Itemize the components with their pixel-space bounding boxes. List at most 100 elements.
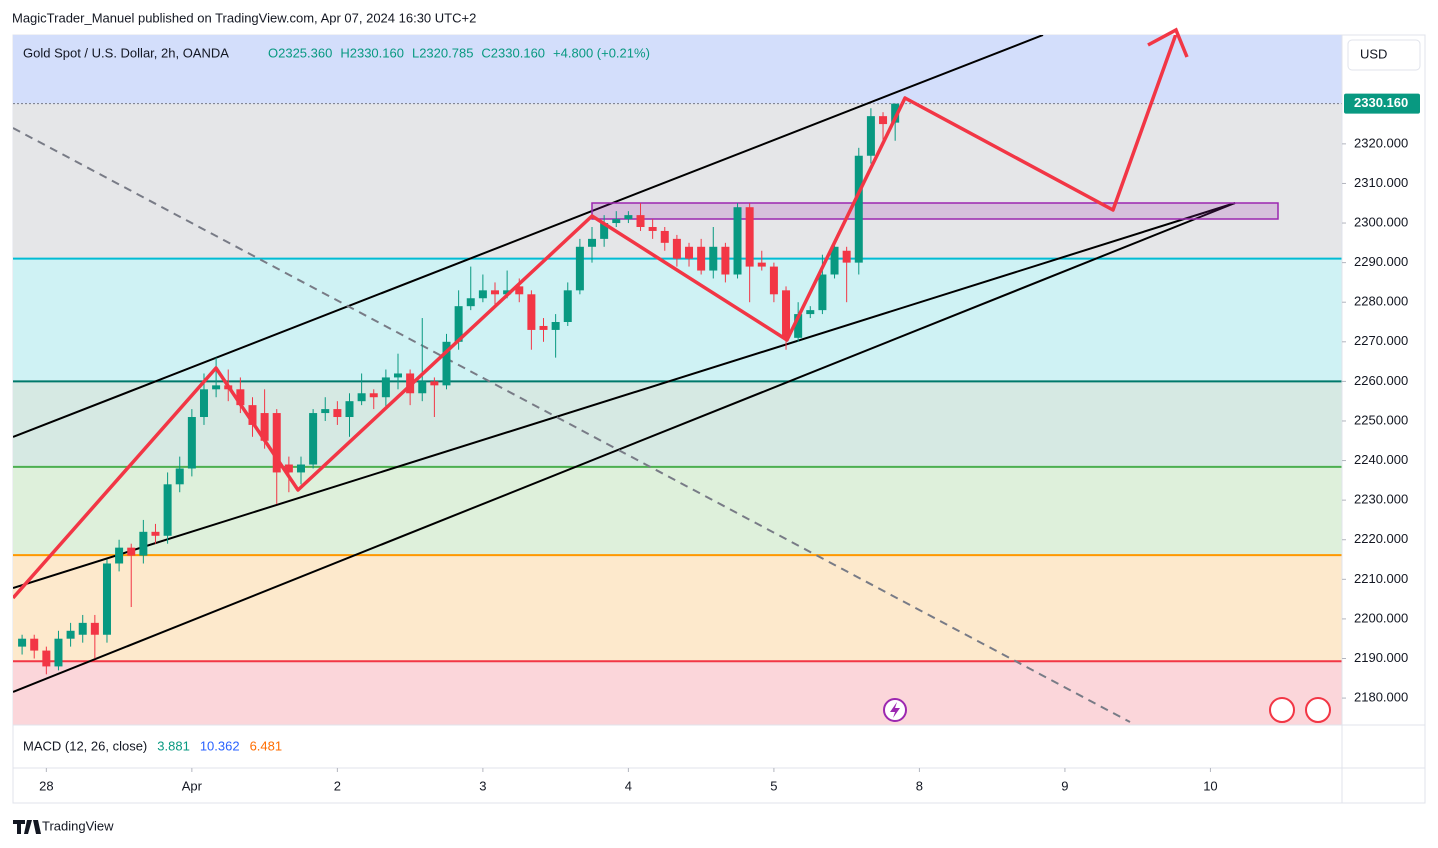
candle-body <box>612 219 621 224</box>
candle-body <box>102 563 111 635</box>
candle-body <box>333 409 342 418</box>
candle-body <box>248 405 257 425</box>
candle-body <box>66 630 75 639</box>
candle-body <box>345 401 354 418</box>
band <box>13 661 1342 725</box>
candle-body <box>685 246 694 259</box>
currency[interactable]: USD <box>1360 46 1387 61</box>
candle-body <box>745 207 754 267</box>
arrow-head <box>1147 27 1189 58</box>
candle-body <box>199 389 208 418</box>
ohlc-value: L2320.785 <box>412 45 473 60</box>
drawings <box>13 35 1279 723</box>
candle-body <box>357 393 366 402</box>
x-tick-label: 3 <box>479 778 486 793</box>
candle-body <box>636 215 645 227</box>
candle-body <box>624 215 633 220</box>
price-tag <box>1344 93 1420 114</box>
flag-icon[interactable] <box>1269 697 1295 723</box>
candle-body <box>697 246 706 271</box>
trend-line <box>13 202 1236 589</box>
candle-body <box>854 155 863 263</box>
candle-body <box>321 409 330 414</box>
band <box>13 466 1342 556</box>
candle-body <box>454 306 463 342</box>
y-tick-label: 2310.000 <box>1354 175 1408 190</box>
y-tick-label: 2210.000 <box>1354 571 1408 586</box>
candle-body <box>127 547 136 556</box>
candle-body <box>806 310 815 315</box>
y-tick-label: 2280.000 <box>1354 294 1408 309</box>
candle-body <box>296 464 305 473</box>
candle-body <box>563 290 572 323</box>
candle-body <box>842 250 851 263</box>
zone <box>591 202 1279 220</box>
candle-body <box>769 266 778 295</box>
candle-body <box>442 341 451 386</box>
candle-body <box>272 413 281 473</box>
ohlc-value: H2330.160 <box>340 45 404 60</box>
y-tick-label: 2300.000 <box>1354 214 1408 229</box>
candle-body <box>491 290 500 295</box>
candle-body <box>163 484 172 536</box>
candle-body <box>539 325 548 330</box>
y-tick-label: 2190.000 <box>1354 650 1408 665</box>
candle-body <box>879 116 888 125</box>
candle-body <box>672 238 681 259</box>
y-tick-label: 2240.000 <box>1354 452 1408 467</box>
candle-body <box>139 531 148 556</box>
bolt <box>890 702 900 718</box>
price-tag-label: 2330.160 <box>1354 95 1408 110</box>
y-tick-label: 2180.000 <box>1354 690 1408 705</box>
candle-body <box>309 413 318 465</box>
band <box>13 35 1342 104</box>
x-tick-label: Apr <box>182 778 203 793</box>
x-tick-label: 8 <box>916 778 923 793</box>
band <box>13 381 1342 467</box>
candle-body <box>515 286 524 295</box>
candle-body <box>660 230 669 243</box>
candle-body <box>115 547 124 564</box>
ohlc-value: O2325.360 <box>268 45 332 60</box>
candle-body <box>212 385 221 390</box>
ohlc-value: C2330.160 <box>481 45 545 60</box>
candle-body <box>54 638 63 667</box>
candle-body <box>527 294 536 330</box>
y-tick-label: 2230.000 <box>1354 492 1408 507</box>
candle-body <box>830 246 839 275</box>
macd-value: 10.362 <box>200 738 240 753</box>
candle-body <box>151 531 160 536</box>
y-tick-label: 2220.000 <box>1354 531 1408 546</box>
symbol: Gold Spot / U.S. Dollar, 2h, OANDA <box>23 45 229 60</box>
x-tick-label: 10 <box>1203 778 1217 793</box>
x-tick-label: 2 <box>334 778 341 793</box>
candle-body <box>466 298 475 307</box>
x-tick-label: 28 <box>39 778 53 793</box>
header: MagicTrader_Manuel published on TradingV… <box>12 10 476 25</box>
candle-body <box>418 381 427 394</box>
currency-button[interactable] <box>1347 39 1421 71</box>
candle-body <box>757 262 766 267</box>
candle-body <box>818 274 827 311</box>
candle-body <box>236 389 245 406</box>
zigzag <box>13 35 1178 600</box>
candle-body <box>600 223 609 239</box>
candle-body <box>187 417 196 469</box>
candle-body <box>30 638 39 651</box>
logo <box>13 820 41 834</box>
candle-body <box>369 393 378 398</box>
y-tick-label: 2320.000 <box>1354 135 1408 150</box>
candle-body <box>42 650 51 667</box>
projection <box>13 35 1178 600</box>
candle-body <box>575 246 584 291</box>
flag-icon[interactable] <box>1305 697 1331 723</box>
band <box>13 555 1342 662</box>
candle-body <box>393 373 402 378</box>
macd-label: MACD (12, 26, close) <box>23 738 147 753</box>
candle-body <box>709 246 718 271</box>
candle-body <box>175 468 184 485</box>
x-tick-label: 4 <box>625 778 632 793</box>
candle-body <box>891 103 900 123</box>
candle-body <box>782 290 791 338</box>
